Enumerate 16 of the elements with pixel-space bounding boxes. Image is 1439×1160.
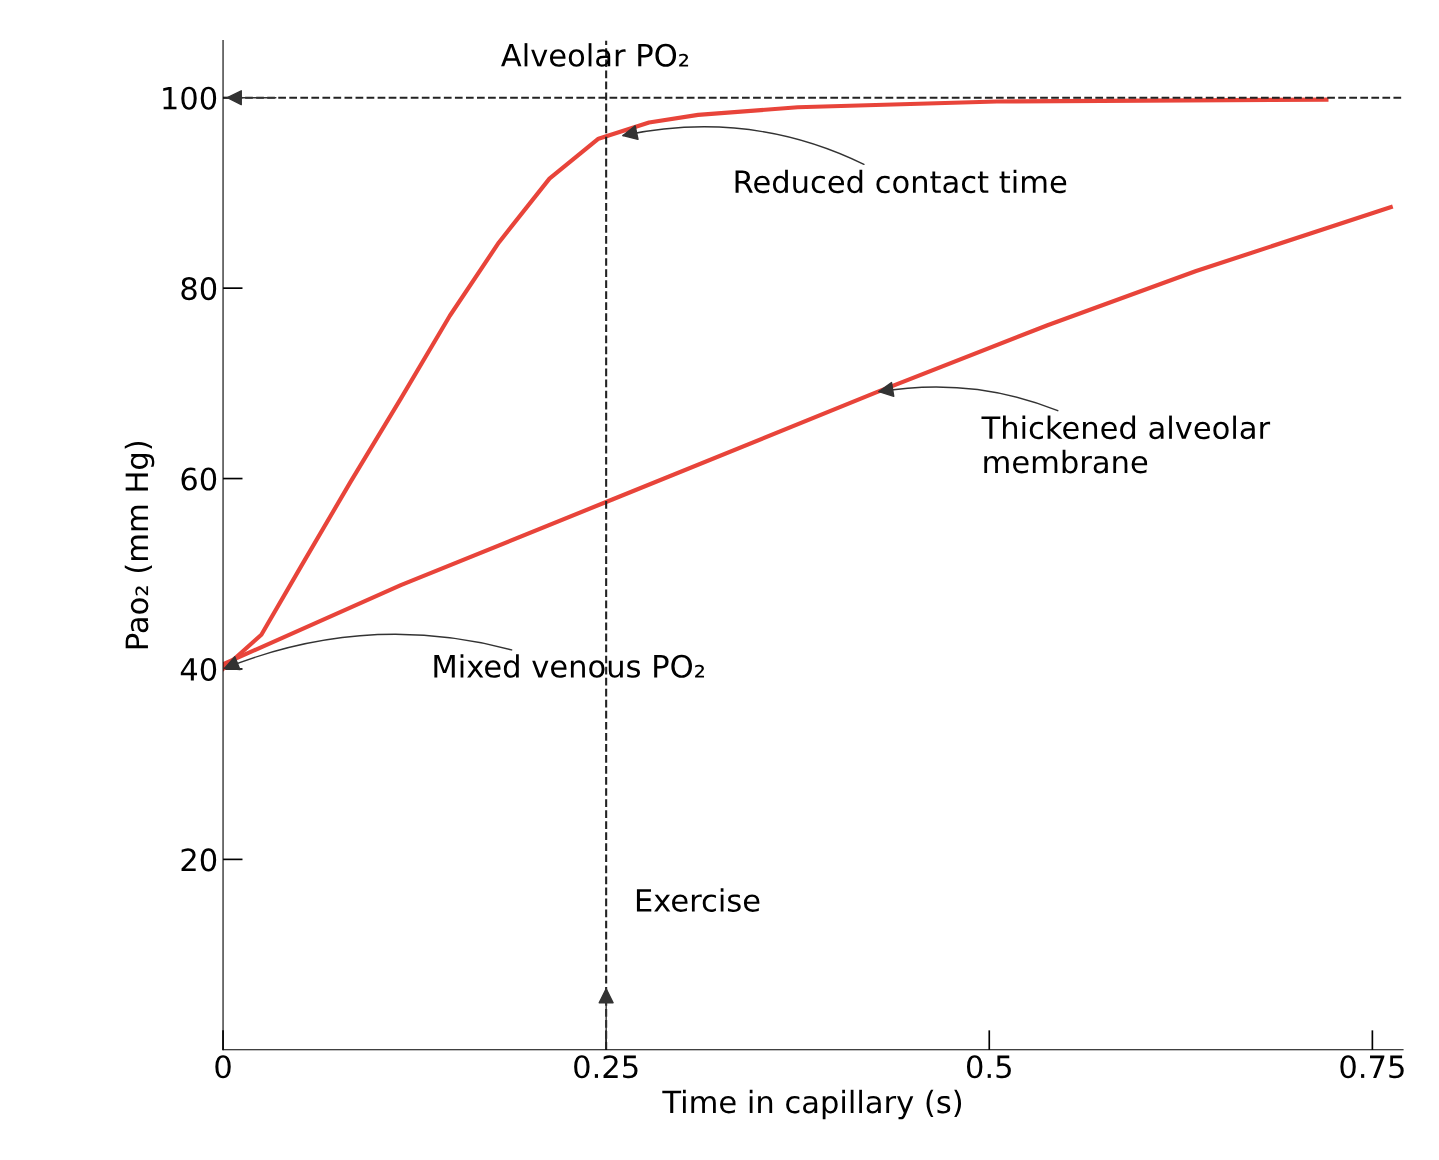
y-tick-label: 60 [181,467,217,491]
x-tick-label: 0 [215,1055,231,1079]
x-tick-label: 0.25 [574,1055,638,1079]
annotation: Thickened alveolar membrane [981,415,1271,474]
annotation: Mixed venous PO₂ [434,654,705,678]
annotation: Reduced contact time [735,169,1067,194]
y-tick-label: 80 [181,277,217,301]
x-axis-title: Time in capillary (s) [662,1089,962,1120]
ref-line-label: Exercise [636,888,760,912]
ref-line-label: Alveolar PO₂ [501,43,689,67]
x-tick-label: 0.5 [966,1055,1011,1079]
y-tick-label: 100 [163,86,217,110]
x-tick-label: 0.75 [1340,1055,1404,1079]
y-axis-title: Pao₂ (mm Hg) [124,441,155,649]
y-tick-label: 20 [181,848,217,872]
y-tick-label: 40 [180,657,217,682]
